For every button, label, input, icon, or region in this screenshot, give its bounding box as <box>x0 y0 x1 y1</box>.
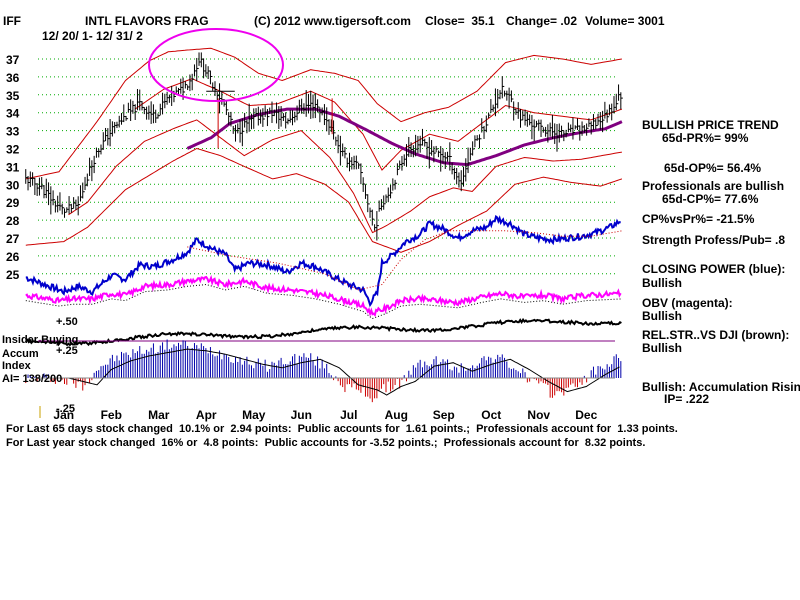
highlight-circle <box>148 28 284 102</box>
x-tick-label: Sep <box>433 408 455 422</box>
y-tick-label: 33 <box>6 125 20 139</box>
y-tick-label: 37 <box>6 53 20 67</box>
y-tick-label: 32 <box>6 143 20 157</box>
y-tick-label: 34 <box>6 107 20 121</box>
x-tick-label: Aug <box>385 408 408 422</box>
label-accum: Accum <box>2 348 39 360</box>
y-tick-label: 30 <box>6 178 20 192</box>
closing-power-line <box>25 214 621 308</box>
x-axis-ticks: Jan Feb Mar Apr May Jun Jul Aug Sep Oct Nov Dec <box>53 408 597 422</box>
x-tick-label: Mar <box>148 408 170 422</box>
lower-band-line <box>25 147 623 253</box>
x-tick-label: Jul <box>340 408 357 422</box>
y-tick-label: 35 <box>6 89 20 103</box>
volume-value: Volume= 3001 <box>585 14 665 28</box>
inner-lower-band-line <box>68 119 622 234</box>
chart-series <box>25 47 623 347</box>
closing-power-value: Bullish <box>642 276 683 290</box>
x-tick-label: Nov <box>527 408 550 422</box>
trend-title: BULLISH PRICE TREND <box>642 118 779 132</box>
closing-power-ma-line <box>187 230 623 291</box>
grid-lines <box>38 58 615 275</box>
y-tick-label: 25 <box>6 268 20 282</box>
y-tick-label: 29 <box>6 196 20 210</box>
label-ai: AI= 138/200 <box>2 373 63 385</box>
label-index: Index <box>2 360 31 372</box>
y-tick-label: 26 <box>6 250 20 264</box>
price-bars <box>25 52 623 241</box>
ticker-symbol: IFF <box>3 14 21 28</box>
label-insider: Insider Buying <box>2 334 79 346</box>
obv-value: Bullish <box>642 309 683 323</box>
pros-text: Professionals are bullish <box>642 179 785 193</box>
date-range: 12/ 20/ 1- 12/ 31/ 2 <box>42 29 143 43</box>
y-axis-ticks: 37 36 35 34 33 32 31 30 29 28 27 26 25 <box>6 53 20 282</box>
label-plus50: +.50 <box>56 316 78 328</box>
accum-label: Bullish: Accumulation Rising <box>642 380 800 394</box>
change-value: Change= .02 <box>506 14 578 28</box>
ip-value: IP= .222 <box>664 392 710 406</box>
y-tick-label: 31 <box>6 160 20 174</box>
company-name: INTL FLAVORS FRAG <box>85 14 209 28</box>
x-tick-label: Feb <box>101 408 122 422</box>
obv-label: OBV (magenta): <box>642 296 733 310</box>
relstr-label: REL.STR..VS DJI (brown): <box>642 328 790 342</box>
accum-index-panel <box>25 339 622 403</box>
relstr-line <box>25 317 622 347</box>
strength-value: Strength Profess/Pub= .8 <box>642 233 786 247</box>
upper-band-line <box>25 47 622 180</box>
x-tick-label: Dec <box>575 408 597 422</box>
footer-line-1: For Last 65 days stock changed 10.1% or … <box>6 423 678 435</box>
y-tick-label: 36 <box>6 71 20 85</box>
cpvspr-value: CP%vsPr%= -21.5% <box>642 212 755 226</box>
x-tick-label: Jun <box>291 408 312 422</box>
cp-value: 65d-CP%= 77.6% <box>662 192 759 206</box>
relstr-value: Bullish <box>642 341 683 355</box>
y-tick-label: 28 <box>6 214 20 228</box>
x-tick-label: May <box>242 408 266 422</box>
obv-ma-line <box>25 283 622 320</box>
op-value: 65d-OP%= 56.4% <box>664 161 762 175</box>
footer-line-2: For Last year stock changed 16% or 4.8 p… <box>6 437 646 449</box>
x-tick-label: Jan <box>53 408 74 422</box>
y-tick-label: 27 <box>6 232 20 246</box>
copyright: (C) 2012 www.tigersoft.com <box>254 14 411 28</box>
x-tick-label: Oct <box>481 408 501 422</box>
accum-ma-line <box>54 348 620 396</box>
label-minus25: -.25 <box>56 403 75 415</box>
moving-average-line <box>186 107 623 167</box>
pr-value: 65d-PR%= 99% <box>662 131 749 145</box>
x-tick-label: Apr <box>196 408 217 422</box>
obv-line <box>25 274 622 317</box>
inner-upper-band-line <box>134 78 623 171</box>
label-plus25: +.25 <box>56 345 78 357</box>
close-value: Close= 35.1 <box>425 14 495 28</box>
closing-power-label: CLOSING POWER (blue): <box>642 262 786 276</box>
